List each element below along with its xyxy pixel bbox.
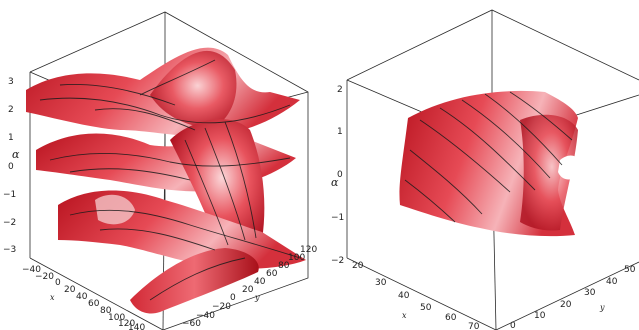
right-y-tick-4: 40 xyxy=(606,277,618,287)
left-x-tick-9: 140 xyxy=(128,323,145,330)
right-x-axis: 20 30 40 50 60 70 x xyxy=(352,261,480,330)
left-x-tick-2: 0 xyxy=(55,278,61,288)
left-z-tick-0: 3 xyxy=(8,77,14,87)
right-x-tick-5: 70 xyxy=(468,322,480,330)
right-z-label: α xyxy=(331,176,339,189)
left-z-label: α xyxy=(12,148,20,161)
left-z-tick-2: 1 xyxy=(8,133,14,143)
right-z-tick-3: −1 xyxy=(331,213,344,223)
left-z-tick-3: 0 xyxy=(8,162,14,172)
left-z-tick-6: −3 xyxy=(3,245,16,255)
right-x-tick-2: 40 xyxy=(398,291,410,301)
left-x-tick-3: 20 xyxy=(64,285,76,295)
left-y-tick-9: 120 xyxy=(300,245,317,255)
right-y-tick-1: 10 xyxy=(534,311,546,321)
left-y-tick-6: 60 xyxy=(266,269,278,279)
right-y-axis: 0 10 20 30 40 50 y xyxy=(510,265,636,330)
left-surface xyxy=(26,48,306,314)
left-x-axis: −40 −20 0 20 40 60 80 100 120 140 x xyxy=(22,265,145,330)
left-x-tick-1: −20 xyxy=(35,272,54,282)
left-y-tick-5: 40 xyxy=(254,277,266,287)
left-y-tick-1: −40 xyxy=(196,311,215,321)
left-z-tick-4: −1 xyxy=(3,190,16,200)
right-panel: 2 1 0 −1 −2 α 20 30 40 50 60 70 x 0 10 2… xyxy=(331,10,639,330)
left-y-tick-2: −20 xyxy=(212,302,231,312)
left-z-tick-5: −2 xyxy=(3,218,16,228)
right-z-axis: 2 1 0 −1 −2 α xyxy=(331,85,344,266)
left-z-tick-1: 2 xyxy=(8,105,14,115)
right-y-tick-5: 50 xyxy=(624,265,636,275)
left-y-label: y xyxy=(254,293,260,302)
right-z-tick-1: 1 xyxy=(337,127,343,137)
right-z-tick-4: −2 xyxy=(331,256,344,266)
right-x-tick-4: 60 xyxy=(445,313,457,323)
left-panel: 3 2 1 0 −1 −2 −3 α −40 −20 0 20 40 60 80… xyxy=(3,12,317,330)
right-x-tick-3: 50 xyxy=(420,303,432,313)
right-x-label: x xyxy=(402,311,407,320)
left-z-axis: 3 2 1 0 −1 −2 −3 α xyxy=(3,77,20,255)
left-y-tick-4: 20 xyxy=(242,285,254,295)
right-y-tick-0: 0 xyxy=(510,321,516,330)
left-y-tick-3: 0 xyxy=(230,293,236,303)
right-z-tick-0: 2 xyxy=(337,85,343,95)
right-y-label: y xyxy=(599,303,605,312)
left-x-tick-5: 60 xyxy=(88,299,100,309)
right-x-tick-0: 20 xyxy=(352,261,364,271)
right-surface xyxy=(399,91,580,236)
right-x-tick-1: 30 xyxy=(375,278,387,288)
left-x-tick-4: 40 xyxy=(76,292,88,302)
left-x-label: x xyxy=(50,293,55,302)
right-y-tick-3: 30 xyxy=(584,288,596,298)
right-y-tick-2: 20 xyxy=(560,300,572,310)
